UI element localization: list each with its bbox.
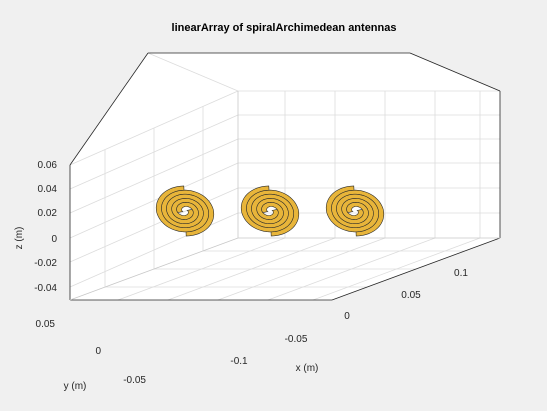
y-tick-label: 0.05	[36, 319, 56, 330]
x-tick-label: -0.1	[230, 356, 248, 367]
z-tick-label: -0.04	[34, 283, 57, 294]
spiral-antenna-element[interactable]	[240, 185, 300, 237]
spiral-arm-2	[325, 185, 380, 233]
x-tick-label: -0.05	[285, 334, 308, 345]
y-tick-label: -0.05	[123, 375, 146, 386]
z-tick-label: -0.02	[34, 258, 57, 269]
spiral-arm-2	[155, 185, 210, 233]
z-tick-label: 0.02	[38, 208, 58, 219]
x-tick-label: 0.05	[401, 290, 421, 301]
x-axis-label: x (m)	[296, 363, 319, 374]
z-tick-label: 0.06	[38, 160, 58, 171]
z-tick-label: 0	[51, 234, 57, 245]
top-panel	[70, 53, 410, 165]
x-tick-label: 0	[344, 311, 350, 322]
antenna-array[interactable]	[155, 185, 385, 237]
axes-frame	[69, 52, 501, 301]
plot-title: linearArray of spiralArchimedean antenna…	[172, 22, 397, 34]
spiral-antenna-element[interactable]	[325, 185, 385, 237]
z-tick-label: 0.04	[38, 184, 58, 195]
back-wall-xz	[238, 91, 500, 238]
y-ticks: 0.05 0 -0.05	[36, 319, 147, 386]
spiral-antenna-element[interactable]	[155, 185, 215, 237]
spiral-arm-2	[240, 185, 295, 233]
y-tick-label: 0	[95, 346, 101, 357]
y-axis-label: y (m)	[64, 381, 87, 392]
x-tick-label: 0.1	[454, 268, 468, 279]
z-axis-label: z (m)	[14, 227, 25, 250]
x-ticks: -0.1 -0.05 0 0.05 0.1	[230, 268, 468, 367]
z-ticks: 0.06 0.04 0.02 0 -0.02 -0.04	[34, 160, 57, 294]
